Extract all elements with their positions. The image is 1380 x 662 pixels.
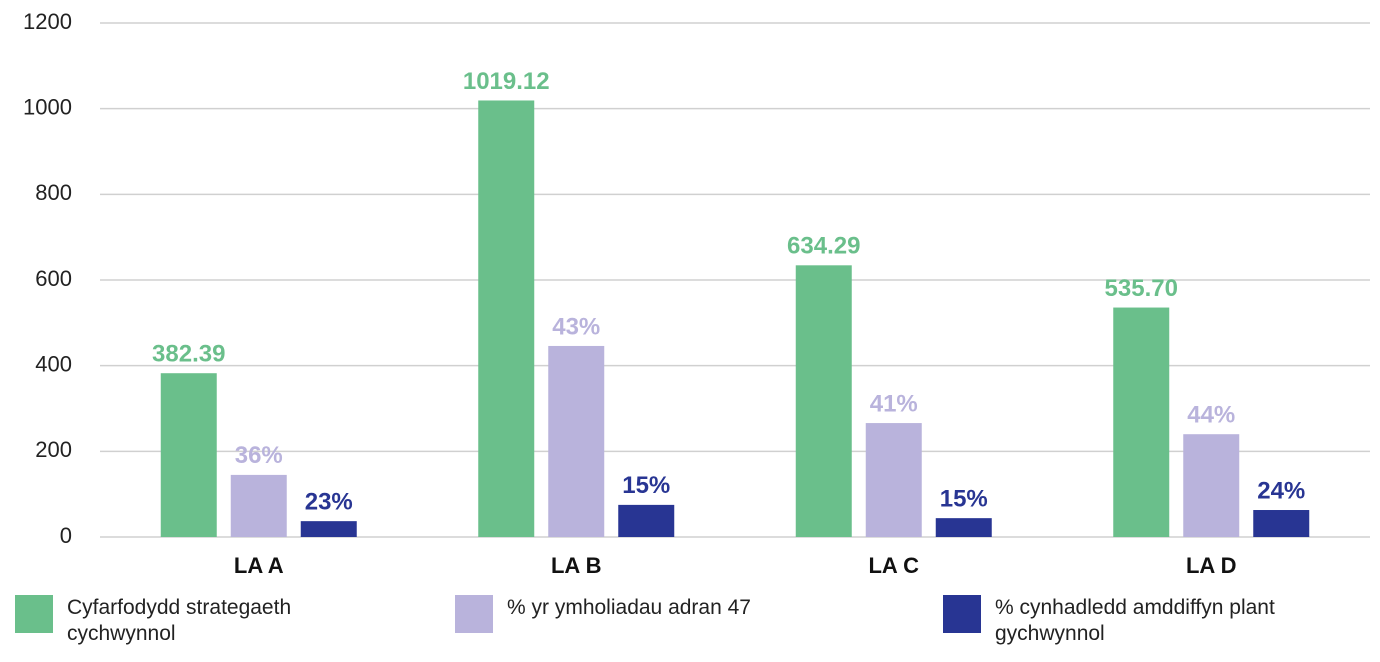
data-label: 634.29 [787, 233, 860, 260]
bar [935, 518, 992, 537]
bar [1113, 307, 1170, 537]
legend-label: % cynhadledd amddiffyn plant gychwynnol [995, 596, 1275, 645]
bar [1183, 434, 1240, 537]
legend-label: % yr ymholiadau adran 47 [507, 596, 751, 619]
legend-swatch [15, 595, 53, 633]
data-label: 41% [870, 390, 918, 417]
y-tick-label: 800 [35, 180, 72, 205]
bar [548, 345, 605, 537]
bar [478, 100, 535, 538]
legend-label: Cyfarfodydd strategaeth cychwynnol [67, 596, 292, 645]
y-tick-label: 400 [35, 351, 72, 376]
legend-swatch [455, 595, 493, 633]
data-label: 44% [1187, 402, 1235, 429]
y-tick-label: 1200 [23, 9, 72, 34]
data-label: 15% [622, 472, 670, 499]
bar [160, 373, 217, 537]
data-label: 24% [1257, 477, 1305, 504]
x-tick-label: LA A [234, 553, 284, 578]
y-tick-label: 1000 [23, 94, 72, 119]
y-tick-label: 0 [60, 523, 72, 548]
bar [618, 504, 675, 537]
data-label: 1019.12 [463, 68, 550, 95]
legend-swatch [943, 595, 981, 633]
chart: 0 200 400 600 800 1000 1200 LA A 382.39 36% 23% LA … [23, 9, 1370, 578]
bar [230, 474, 287, 537]
data-label: 36% [235, 442, 283, 469]
legend-item: Cyfarfodydd strategaeth cychwynnol [15, 595, 367, 647]
bar [1253, 510, 1310, 537]
bar [865, 423, 922, 537]
bar [300, 521, 357, 537]
x-tick-label: LA B [551, 553, 602, 578]
legend-item: % yr ymholiadau adran 47 [455, 595, 827, 633]
y-tick-label: 200 [35, 437, 72, 462]
legend-item: % cynhadledd amddiffyn plant gychwynnol [943, 595, 1380, 647]
data-label: 382.39 [152, 341, 225, 368]
x-tick-label: LA C [868, 553, 919, 578]
x-tick-label: LA D [1186, 553, 1237, 578]
data-label: 15% [940, 485, 988, 512]
bar [795, 265, 852, 537]
data-label: 43% [552, 313, 600, 340]
data-label: 535.70 [1105, 275, 1178, 302]
data-label: 23% [305, 488, 353, 515]
y-tick-label: 600 [35, 266, 72, 291]
